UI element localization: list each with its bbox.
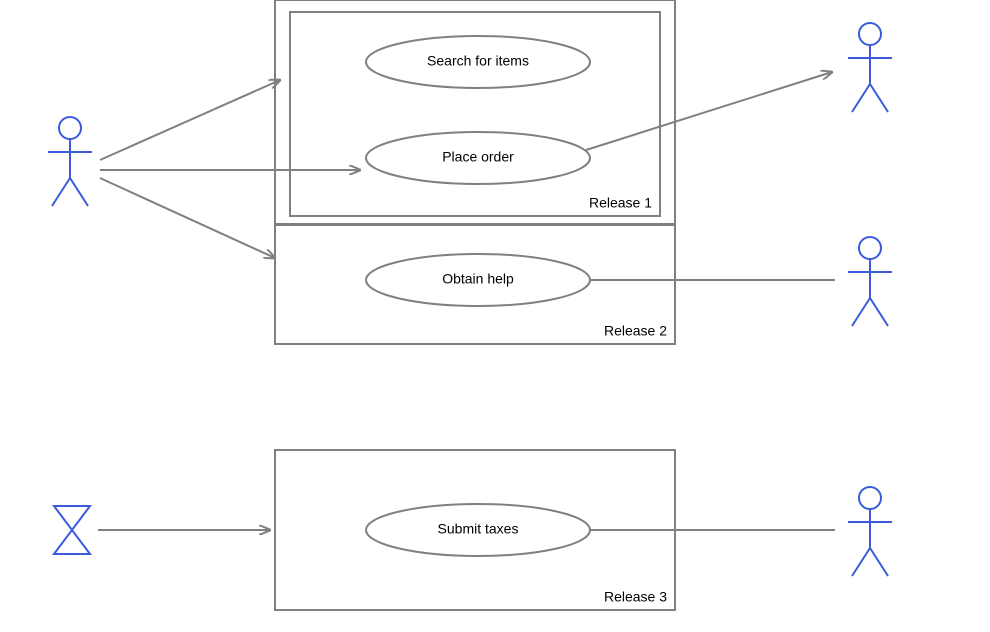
package-release2-label: Release 2 <box>604 323 667 339</box>
actor-top-right <box>848 23 892 112</box>
actor-bottom-right <box>848 487 892 576</box>
usecase-search-label: Search for items <box>427 53 529 69</box>
actor-left <box>48 117 92 206</box>
connector-actor-to-release1 <box>100 80 280 160</box>
actor-mid-right <box>848 237 892 326</box>
package-release1-label: Release 1 <box>589 195 652 211</box>
usecase-obtain-help-label: Obtain help <box>442 271 514 287</box>
package-release3-label: Release 3 <box>604 589 667 605</box>
usecase-place-order-label: Place order <box>442 149 514 165</box>
usecase-submit-taxes-label: Submit taxes <box>438 521 519 537</box>
package-release1-outer-box <box>275 0 675 225</box>
actor-timer <box>54 506 90 554</box>
connector-actor-to-release2 <box>100 178 275 258</box>
connector-placeorder-to-actor <box>586 72 832 150</box>
